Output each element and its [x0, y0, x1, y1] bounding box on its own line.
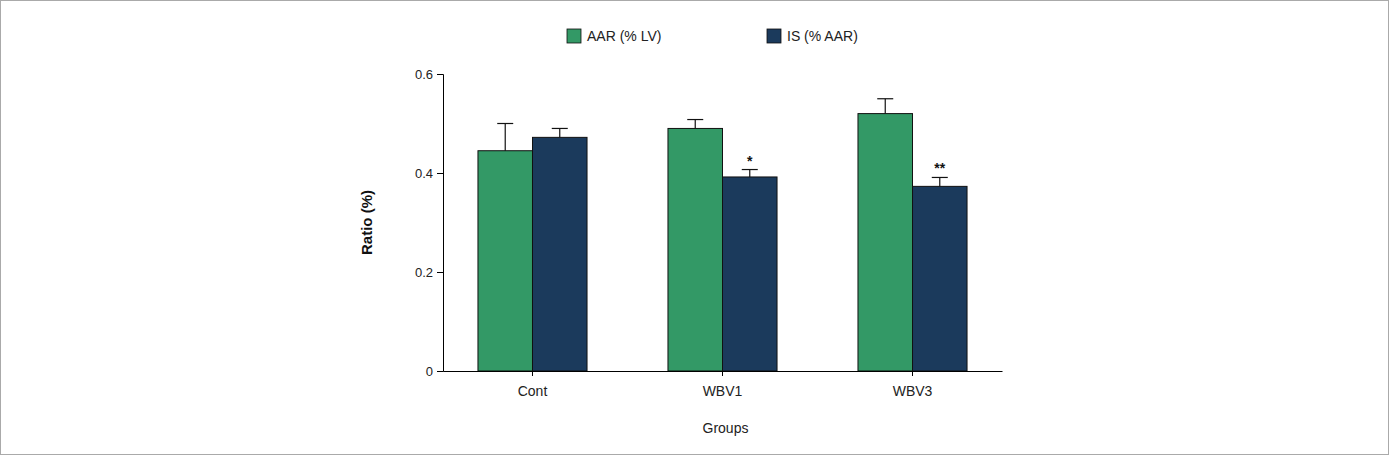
y-tick-mark [437, 272, 443, 273]
error-cap [742, 169, 758, 170]
bars [478, 99, 967, 371]
y-tick-mark [437, 371, 443, 372]
y-tick-mark [437, 173, 443, 174]
error-cap [877, 98, 893, 99]
error-whisker [749, 170, 750, 177]
legend-swatch [767, 29, 781, 43]
legend-label: AAR (% LV) [587, 28, 661, 44]
legend: AAR (% LV) IS (% AAR) [567, 28, 858, 44]
legend-item: AAR (% LV) [567, 28, 661, 44]
error-cap [552, 128, 568, 129]
chart: 00.20.40.6ContWBV1WBV3***Ratio (%)Groups… [0, 0, 1389, 455]
bar [913, 186, 968, 371]
error-cap [932, 177, 948, 178]
y-axis-line [437, 75, 444, 372]
y-tick-label: 0.6 [415, 67, 433, 82]
legend-item: IS (% AAR) [767, 28, 858, 44]
x-axis-title: Groups [703, 420, 749, 436]
bar [668, 128, 723, 371]
y-tick: 0 [426, 364, 443, 379]
y-tick-mark [437, 74, 443, 75]
x-tick-label: WBV1 [703, 383, 743, 399]
y-axis-title: Ratio (%) [358, 190, 375, 255]
x-tick: Cont [518, 371, 548, 399]
x-axis: Cont WBV1 WBV3 [444, 371, 1003, 399]
y-tick-label: 0.4 [415, 166, 433, 181]
error-whisker [559, 128, 560, 137]
x-tick-mark [722, 371, 723, 376]
error-bar [687, 120, 703, 129]
annotation: * [747, 153, 753, 169]
y-tick-label: 0.2 [415, 265, 433, 280]
annotation: ** [934, 160, 945, 176]
y-tick: 0.4 [415, 166, 443, 181]
x-tick-mark [912, 371, 913, 376]
error-bar [742, 170, 758, 177]
error-cap [497, 123, 513, 124]
x-tick-label: Cont [518, 383, 548, 399]
x-tick: WBV3 [893, 371, 933, 399]
x-tick: WBV1 [703, 371, 743, 399]
bar [478, 151, 533, 371]
bar [723, 177, 778, 371]
x-tick-label: WBV3 [893, 383, 933, 399]
error-whisker [695, 120, 696, 129]
bar [532, 137, 587, 371]
error-bar [932, 177, 948, 186]
error-bar [497, 124, 513, 151]
y-tick: 0.6 [415, 67, 443, 82]
y-axis: 0 0.2 0.4 0.6 [415, 67, 444, 379]
error-whisker [939, 177, 940, 186]
frame [1, 1, 1389, 455]
error-whisker [885, 99, 886, 114]
legend-swatch [567, 29, 581, 43]
y-tick-label: 0 [426, 364, 433, 379]
error-cap [687, 119, 703, 120]
bar [858, 114, 913, 371]
error-bar [552, 128, 568, 137]
error-whisker [505, 124, 506, 151]
x-tick-mark [532, 371, 533, 376]
legend-label: IS (% AAR) [787, 28, 858, 44]
error-bar [877, 99, 893, 114]
y-tick: 0.2 [415, 265, 443, 280]
